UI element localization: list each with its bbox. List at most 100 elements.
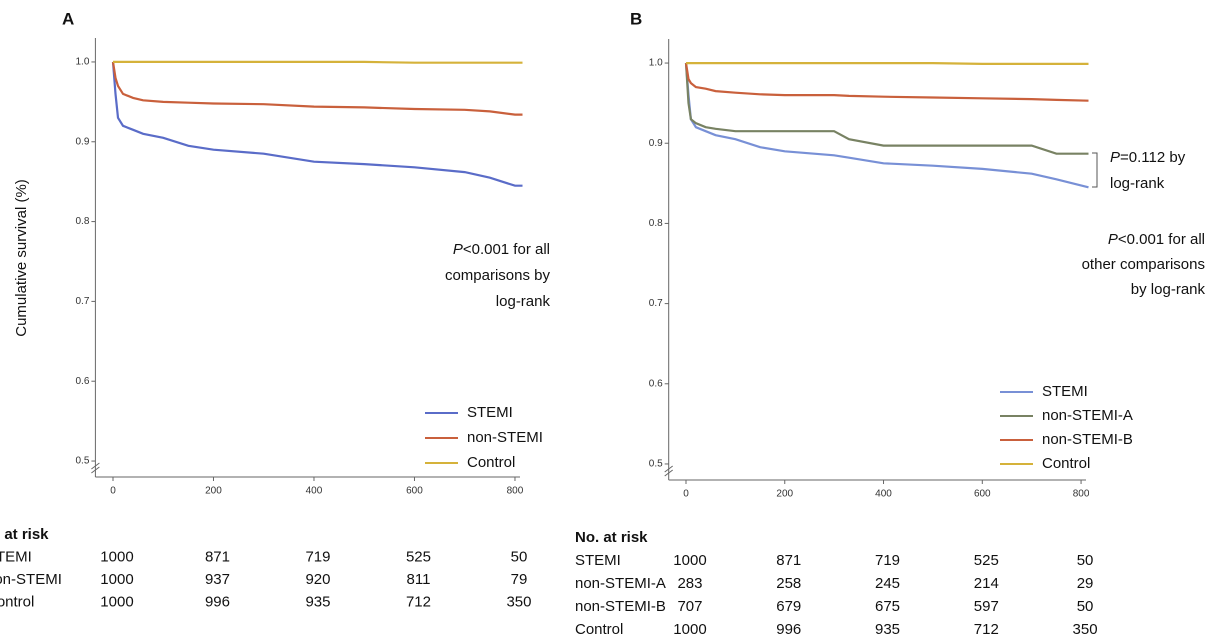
risk-count: 50 — [1077, 598, 1094, 615]
x-tick-label: 0 — [110, 486, 116, 497]
risk-count: 50 — [1077, 552, 1094, 569]
risk-count: 350 — [506, 593, 531, 610]
risk-row-name: non-STEMI — [0, 571, 62, 588]
risk-row-name: Control — [575, 621, 623, 638]
risk-count: 283 — [677, 575, 702, 592]
legend-label: Control — [467, 454, 515, 471]
legend-label: non-STEMI-A — [1042, 407, 1133, 424]
risk-count: 712 — [406, 593, 431, 610]
annotation: P<0.001 for all — [453, 241, 550, 258]
axis-break — [91, 462, 100, 474]
risk-count: 350 — [1073, 621, 1098, 638]
risk-count: 679 — [776, 598, 801, 615]
survival-curve — [113, 60, 523, 64]
risk-count: 937 — [205, 571, 230, 588]
panel-title: B — [630, 9, 642, 28]
survival-curve — [684, 63, 1089, 155]
survival-curve — [111, 61, 523, 116]
survival-curve — [111, 61, 523, 187]
x-tick-label: 800 — [507, 486, 524, 497]
y-tick-label: 0.8 — [649, 218, 663, 229]
y-tick-label: 0.6 — [649, 378, 663, 389]
annotation-text: <0.001 for all — [1118, 231, 1205, 248]
risk-count: 1000 — [100, 593, 133, 610]
legend-label: STEMI — [467, 404, 513, 421]
annotation: log-rank — [496, 293, 551, 310]
annotation: log-rank — [1110, 175, 1165, 192]
risk-count: 79 — [511, 571, 528, 588]
risk-count: 712 — [974, 621, 999, 638]
x-tick-label: 600 — [974, 489, 991, 500]
risk-count: 1000 — [673, 552, 706, 569]
legend-label: Control — [1042, 455, 1090, 472]
risk-count: 719 — [305, 548, 330, 565]
risk-count: 245 — [875, 575, 900, 592]
y-axis-label: Cumulative survival (%) — [13, 179, 30, 337]
x-tick-label: 0 — [683, 489, 689, 500]
y-tick-label: 0.6 — [75, 376, 89, 387]
annotation: P=0.112 by — [1110, 149, 1186, 166]
risk-count: 1000 — [673, 621, 706, 638]
risk-row-name: non-STEMI-B — [575, 598, 666, 615]
y-tick-label: 0.5 — [75, 456, 89, 467]
risk-count: 871 — [776, 552, 801, 569]
risk-count: 675 — [875, 598, 900, 615]
annotation-text: <0.001 for all — [463, 241, 550, 258]
y-tick-label: 0.9 — [649, 138, 663, 149]
risk-count: 29 — [1077, 575, 1094, 592]
y-tick-label: 0.5 — [649, 459, 663, 470]
legend-label: STEMI — [1042, 383, 1088, 400]
annotation-italic: P — [1108, 231, 1118, 248]
legend-label: non-STEMI — [467, 429, 543, 446]
annotation-italic: P — [453, 241, 463, 258]
survival-curve — [684, 62, 1089, 102]
survival-curve — [686, 62, 1089, 65]
risk-count: 871 — [205, 548, 230, 565]
annotation: comparisons by — [445, 267, 551, 284]
y-tick-label: 1.0 — [649, 58, 663, 69]
x-tick-label: 200 — [776, 489, 793, 500]
axis-break — [664, 465, 673, 477]
risk-count: 1000 — [100, 548, 133, 565]
risk-count: 50 — [511, 548, 528, 565]
risk-table-title: No. at risk — [0, 526, 49, 543]
risk-count: 811 — [407, 571, 431, 588]
x-tick-label: 200 — [205, 486, 222, 497]
y-tick-label: 0.8 — [75, 216, 89, 227]
risk-count: 719 — [875, 552, 900, 569]
x-tick-label: 600 — [406, 486, 423, 497]
bracket — [1092, 152, 1098, 188]
x-tick-label: 400 — [875, 489, 892, 500]
legend-label: non-STEMI-B — [1042, 431, 1133, 448]
y-tick-label: 1.0 — [75, 57, 89, 68]
annotation-text: =0.112 by — [1120, 149, 1186, 166]
risk-count: 258 — [776, 575, 801, 592]
risk-row-name: STEMI — [0, 548, 32, 565]
y-tick-label: 0.7 — [75, 296, 89, 307]
annotation: other comparisons — [1082, 256, 1205, 273]
annotation: by log-rank — [1131, 281, 1206, 298]
risk-count: 525 — [974, 552, 999, 569]
y-tick-label: 0.9 — [75, 136, 89, 147]
risk-row-name: non-STEMI-A — [575, 575, 666, 592]
risk-row-name: Control — [0, 593, 34, 610]
risk-count: 525 — [406, 548, 431, 565]
x-tick-label: 400 — [306, 486, 323, 497]
y-tick-label: 0.7 — [649, 298, 663, 309]
risk-count: 1000 — [100, 571, 133, 588]
annotation-italic: P — [1110, 149, 1120, 166]
risk-count: 707 — [677, 598, 702, 615]
risk-count: 920 — [305, 571, 330, 588]
risk-row-name: STEMI — [575, 552, 621, 569]
risk-count: 935 — [305, 593, 330, 610]
survival-curve — [684, 63, 1089, 189]
risk-count: 597 — [974, 598, 999, 615]
risk-count: 996 — [205, 593, 230, 610]
x-tick-label: 800 — [1073, 489, 1090, 500]
risk-table-title: No. at risk — [575, 529, 648, 546]
risk-count: 996 — [776, 621, 801, 638]
risk-count: 935 — [875, 621, 900, 638]
risk-count: 214 — [974, 575, 999, 592]
panel-title: A — [62, 9, 74, 28]
